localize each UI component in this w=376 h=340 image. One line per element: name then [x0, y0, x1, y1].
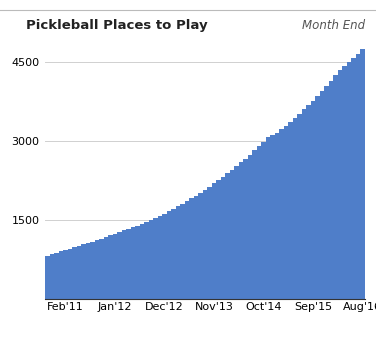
- Bar: [108, 235, 113, 299]
- Bar: [122, 231, 126, 299]
- Bar: [230, 170, 234, 299]
- Bar: [257, 146, 261, 299]
- Bar: [329, 81, 333, 299]
- Bar: [167, 211, 171, 299]
- Bar: [104, 237, 108, 299]
- Bar: [288, 122, 293, 299]
- Bar: [162, 214, 167, 299]
- Bar: [144, 222, 149, 299]
- Bar: [284, 126, 288, 299]
- Bar: [135, 226, 139, 299]
- Bar: [59, 252, 63, 299]
- Bar: [293, 118, 297, 299]
- Bar: [176, 206, 180, 299]
- Bar: [90, 242, 95, 299]
- Text: Month End: Month End: [302, 19, 365, 32]
- Bar: [207, 187, 212, 299]
- Bar: [63, 250, 68, 299]
- Bar: [203, 190, 207, 299]
- Bar: [270, 135, 275, 299]
- Bar: [117, 232, 122, 299]
- Bar: [297, 114, 302, 299]
- Bar: [189, 199, 194, 299]
- Bar: [333, 75, 338, 299]
- Bar: [153, 218, 158, 299]
- Bar: [81, 244, 86, 299]
- Bar: [149, 220, 153, 299]
- Bar: [324, 86, 329, 299]
- Bar: [311, 101, 315, 299]
- Bar: [180, 204, 185, 299]
- Bar: [347, 63, 351, 299]
- Bar: [338, 70, 342, 299]
- Bar: [158, 216, 162, 299]
- Bar: [99, 239, 104, 299]
- Bar: [360, 49, 365, 299]
- Bar: [126, 229, 130, 299]
- Bar: [225, 173, 230, 299]
- Bar: [239, 163, 243, 299]
- Bar: [306, 105, 311, 299]
- Bar: [139, 224, 144, 299]
- Bar: [50, 254, 54, 299]
- Bar: [77, 246, 81, 299]
- Bar: [275, 133, 279, 299]
- Bar: [113, 234, 117, 299]
- Bar: [54, 253, 59, 299]
- Bar: [130, 227, 135, 299]
- Bar: [243, 159, 248, 299]
- Bar: [342, 66, 347, 299]
- Bar: [351, 58, 356, 299]
- Bar: [234, 166, 239, 299]
- Bar: [221, 176, 225, 299]
- Bar: [261, 142, 266, 299]
- Bar: [315, 96, 320, 299]
- Bar: [279, 130, 284, 299]
- Bar: [302, 109, 306, 299]
- Bar: [356, 54, 360, 299]
- Bar: [194, 196, 198, 299]
- Bar: [320, 91, 324, 299]
- Text: Pickleball Places to Play: Pickleball Places to Play: [26, 19, 208, 32]
- Bar: [252, 151, 257, 299]
- Bar: [95, 240, 99, 299]
- Bar: [171, 209, 176, 299]
- Bar: [248, 155, 252, 299]
- Bar: [198, 193, 203, 299]
- Bar: [45, 256, 50, 299]
- Bar: [212, 184, 216, 299]
- Bar: [266, 137, 270, 299]
- Bar: [216, 180, 221, 299]
- Bar: [185, 201, 189, 299]
- Bar: [86, 243, 90, 299]
- Bar: [68, 249, 72, 299]
- Bar: [72, 247, 77, 299]
